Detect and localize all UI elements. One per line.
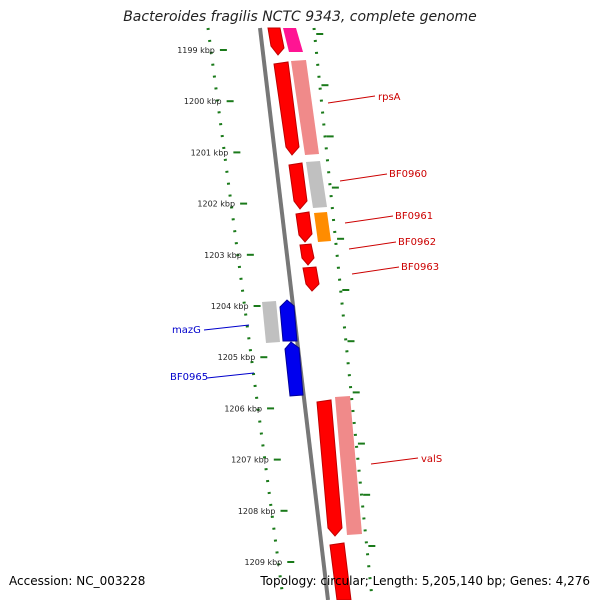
- tick-label: 1203 kbp: [204, 251, 242, 260]
- gene-label-BF0961: BF0961: [395, 211, 433, 222]
- gene-block: [314, 212, 331, 242]
- tick-label: 1205 kbp: [218, 353, 256, 362]
- gene-arrow: [329, 542, 352, 600]
- gene-arrow: [267, 27, 285, 56]
- gene-block: [262, 301, 280, 343]
- tick-label: 1201 kbp: [191, 148, 229, 157]
- tick-label: 1202 kbp: [197, 200, 235, 209]
- gene-block: [335, 396, 362, 535]
- tick-label: 1208 kbp: [238, 507, 276, 516]
- gene-arrow: [316, 399, 343, 537]
- gene-label-BF0962: BF0962: [398, 237, 436, 248]
- gene-label-mazG: mazG: [172, 325, 201, 336]
- gene-arrow: [273, 61, 300, 156]
- ruler-right-dotted: [312, 27, 374, 599]
- topology-summary: Topology: circular; Length: 5,205,140 bp…: [260, 574, 590, 588]
- label-connector: [339, 173, 388, 182]
- label-connector: [348, 241, 397, 250]
- gene-block: [306, 161, 327, 208]
- gene-arrow: [302, 266, 320, 292]
- label-connector: [344, 215, 394, 224]
- tick-label: 1207 kbp: [231, 456, 269, 465]
- accession-text: Accession: NC_003228: [9, 574, 146, 588]
- gene-label-BF0963: BF0963: [401, 262, 439, 273]
- gene-label-rpsA: rpsA: [378, 92, 401, 103]
- tick-label: 1204 kbp: [211, 302, 249, 311]
- gene-arrow: [288, 162, 308, 210]
- gene-block: [283, 28, 303, 52]
- tick-label: 1209 kbp: [245, 558, 283, 567]
- gene-block: [291, 60, 319, 155]
- tick-label: 1206 kbp: [224, 404, 262, 413]
- label-connector: [327, 95, 376, 104]
- label-connector: [351, 266, 400, 275]
- gene-arrow: [284, 341, 304, 397]
- gene-arrow: [279, 299, 298, 342]
- gene-label-valS: valS: [421, 454, 442, 465]
- tick-label: 1199 kbp: [177, 46, 215, 55]
- label-connector: [370, 457, 419, 465]
- label-connector: [206, 372, 255, 379]
- gene-label-BF0965: BF0965: [170, 372, 208, 383]
- label-connector: [203, 324, 250, 331]
- tick-group: 1199 kbp 1200 kbp 1201 kbp 1202 kbp 1203 kbp…: [177, 33, 376, 567]
- map-title: Bacteroides fragilis NCTC 9343, complete…: [123, 9, 477, 25]
- gene-label-BF0960: BF0960: [389, 169, 427, 180]
- gene-arrow: [295, 211, 313, 243]
- tick-label: 1200 kbp: [184, 97, 222, 106]
- gene-arrow: [299, 243, 315, 266]
